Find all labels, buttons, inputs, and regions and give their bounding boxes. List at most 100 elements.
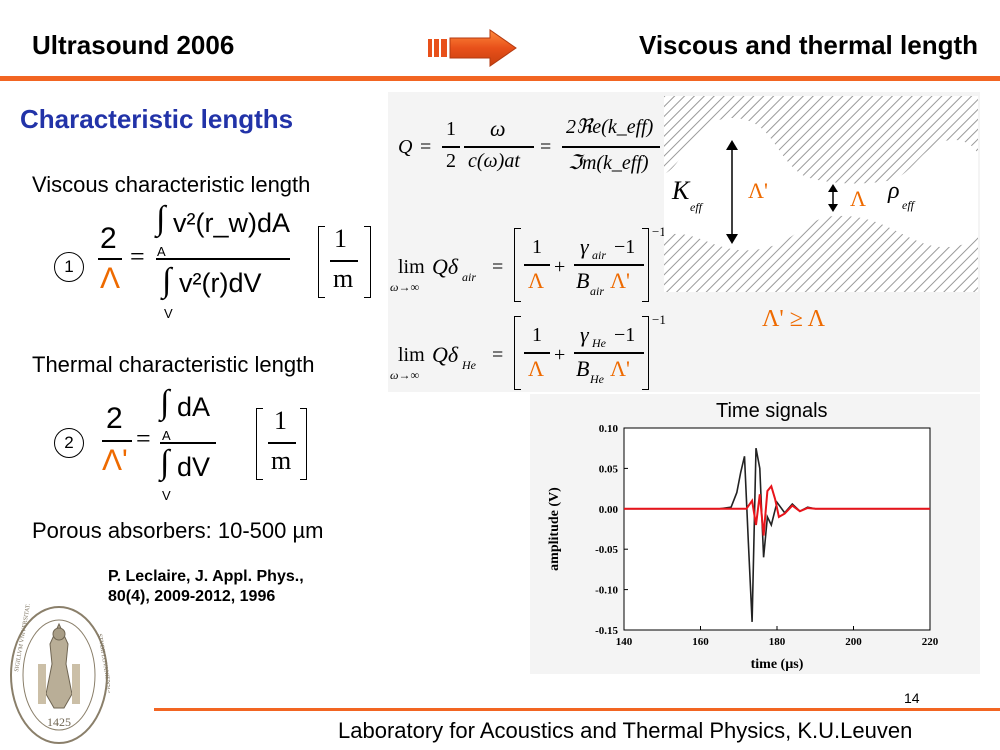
y-tick-label: 0.10	[599, 423, 619, 435]
viscous-main-bar	[156, 258, 290, 260]
lim-air-lhs: Qδ	[432, 254, 459, 279]
integral-sign: ∫	[156, 200, 166, 237]
q-f1-bar	[442, 146, 460, 148]
lim-he-gamma-sub: He	[592, 336, 606, 350]
header-right-title: Viscous and thermal length	[638, 30, 978, 60]
lim-he-lim: lim	[398, 344, 425, 366]
seal-year: 1425	[47, 715, 71, 729]
q-f2-den: c(ω)at	[468, 150, 520, 172]
q-f2-bar	[464, 146, 534, 148]
unit-bracket-left	[318, 226, 325, 298]
lim-he-lambda-prime: Λ'	[610, 356, 630, 381]
x-tick-label: 180	[769, 636, 786, 648]
section-title: Characteristic lengths	[20, 104, 294, 134]
lim-air-B-sub: air	[590, 284, 605, 298]
thermal-num-integrand: dA	[177, 392, 211, 422]
lim-he-sub: He	[462, 358, 476, 372]
lim-he-gamma: γ	[580, 322, 589, 347]
viscous-unit-den: m	[333, 264, 354, 293]
page-number: 14	[904, 690, 920, 706]
inequality: Λ' ≥ Λ	[762, 306, 825, 332]
unit-bracket-right	[364, 226, 371, 298]
x-tick-label: 160	[692, 636, 709, 648]
viscous-lhs-den: Λ	[100, 262, 121, 295]
footer-rule	[154, 708, 1000, 711]
reference-line-2: 80(4), 2009-2012, 1996	[108, 588, 276, 605]
plot-frame	[623, 427, 931, 631]
lim-air-plus: +	[554, 256, 566, 278]
lim-air-lambda: Λ	[528, 268, 544, 293]
y-axis-label: amplitude (V)	[547, 487, 562, 571]
chart-title: Time signals	[716, 400, 828, 422]
bracket-right	[642, 316, 649, 390]
rho-label: ρ	[888, 178, 900, 204]
lim-air-bar-2	[574, 264, 644, 266]
y-tick-label: -0.10	[595, 585, 618, 597]
q-lhs: Q	[398, 136, 413, 158]
university-seal-icon: SIGILLVM VNIVERSITATIS STVDII LOVANIENSI…	[10, 604, 110, 744]
double-arrow-icon	[726, 140, 738, 244]
lim-air-power: −1	[652, 224, 666, 239]
bracket-left	[514, 316, 521, 390]
x-tick-label: 220	[922, 636, 939, 648]
lim-air-gamma: γ	[580, 234, 589, 259]
viscous-lhs-bar	[98, 258, 122, 260]
k-eff-sub: eff	[690, 200, 702, 214]
lambda-prime-label: Λ'	[748, 178, 768, 203]
thermal-den-integrand: dV	[177, 452, 211, 482]
q-f3-den: ℑm(k_eff)	[568, 152, 649, 174]
thermal-den-domain: V	[162, 488, 171, 503]
lim-he-power: −1	[652, 312, 666, 327]
viscous-heading: Viscous characteristic length	[32, 172, 311, 197]
thermal-unit-num: 1	[274, 406, 287, 435]
lim-air-minus-one: −1	[614, 236, 636, 258]
header-rule	[0, 76, 1000, 81]
viscous-equals: =	[130, 242, 145, 271]
lim-he-under: ω→∞	[390, 368, 420, 382]
lim-air-lambda-prime: Λ'	[610, 268, 630, 293]
lim-air-equals: =	[492, 256, 504, 278]
q-f1-den: 2	[446, 150, 456, 172]
thermal-heading: Thermal characteristic length	[32, 352, 315, 377]
series-line-2	[624, 484, 930, 536]
viscous-num-domain: A	[157, 244, 166, 259]
q-equals-1: =	[420, 136, 432, 158]
integral-sign: ∫	[160, 444, 170, 481]
q-f1-num: 1	[446, 118, 456, 140]
viscous-unit-bar	[330, 260, 358, 262]
lim-air-one: 1	[532, 236, 542, 258]
thermal-unit-bar	[268, 442, 296, 444]
equation-number-2: 2	[54, 428, 84, 458]
pore-diagram	[664, 96, 978, 292]
lim-air-B: B	[576, 268, 590, 293]
lim-he-B-sub: He	[590, 372, 604, 386]
right-arrow-icon	[428, 29, 517, 67]
lim-he-bar-2	[574, 352, 644, 354]
q-f3-bar	[562, 146, 660, 148]
thermal-unit-den: m	[271, 446, 292, 475]
unit-bracket-left	[256, 408, 263, 480]
header-left-title: Ultrasound 2006	[32, 30, 235, 60]
x-tick-label: 200	[845, 636, 862, 648]
lim-air-under: ω→∞	[390, 280, 420, 294]
thermal-lhs-bar	[102, 440, 132, 442]
lim-air-lim: lim	[398, 256, 425, 278]
double-arrow-icon	[828, 184, 838, 212]
porous-text: Porous absorbers: 10-500 µm	[32, 518, 324, 543]
thermal-equals: =	[136, 424, 151, 453]
reference-line-1: P. Leclaire, J. Appl. Phys.,	[108, 568, 304, 585]
y-tick-label: -0.15	[595, 625, 618, 637]
x-tick-label: 140	[616, 636, 633, 648]
viscous-lhs-num: 2	[100, 222, 117, 255]
bracket-left	[514, 228, 521, 302]
time-signal-chart: 140 160 180 200 220 0.10 0.05 0.00 -0.05 -0.10 -0.…	[547, 423, 939, 672]
lim-he-minus-one: −1	[614, 324, 636, 346]
lim-he-B: B	[576, 356, 590, 381]
lim-he-plus: +	[554, 344, 566, 366]
lim-he-bar-1	[524, 352, 550, 354]
viscous-num-integrand: v²(r_w)dA	[173, 208, 291, 238]
rho-sub: eff	[902, 198, 914, 212]
q-f3-num: 2ℜe(k_eff)	[566, 116, 654, 138]
integral-sign: ∫	[162, 262, 172, 299]
k-eff-label: K	[672, 176, 690, 205]
